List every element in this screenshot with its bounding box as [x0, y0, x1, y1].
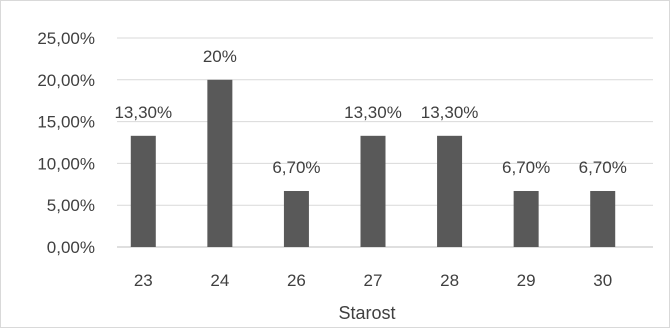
data-label: 6,70% [579, 158, 627, 177]
x-category-label: 29 [517, 271, 536, 290]
bar [513, 190, 539, 247]
bar [360, 135, 386, 247]
bar [207, 79, 233, 247]
y-tick-label: 25,00% [37, 29, 95, 48]
x-category-label: 23 [134, 271, 153, 290]
bars [130, 79, 616, 247]
bar [130, 135, 156, 247]
y-tick-label: 10,00% [37, 154, 95, 173]
x-category-label: 24 [210, 271, 229, 290]
bar [283, 190, 309, 247]
y-tick-label: 0,00% [47, 238, 95, 257]
x-category-label: 30 [593, 271, 612, 290]
data-labels: 13,30% 20% 6,70% 13,30% 13,30% 6,70% 6,70% [114, 47, 626, 177]
x-category-label: 26 [287, 271, 306, 290]
x-category-label: 27 [364, 271, 383, 290]
data-label: 20% [203, 47, 237, 66]
data-label: 6,70% [272, 158, 320, 177]
y-tick-label: 15,00% [37, 113, 95, 132]
y-tick-label: 20,00% [37, 71, 95, 90]
x-axis-title: Starost [338, 303, 395, 323]
y-tick-label: 5,00% [47, 196, 95, 215]
x-axis-categories: 23 24 26 27 28 29 30 [134, 271, 612, 290]
data-label: 6,70% [502, 158, 550, 177]
y-axis-ticks: 0,00% 5,00% 10,00% 15,00% 20,00% 25,00% [37, 29, 95, 257]
data-label: 13,30% [344, 103, 402, 122]
data-label: 13,30% [421, 103, 479, 122]
data-label: 13,30% [114, 103, 172, 122]
bar [437, 135, 463, 247]
x-category-label: 28 [440, 271, 459, 290]
bar [590, 190, 616, 247]
